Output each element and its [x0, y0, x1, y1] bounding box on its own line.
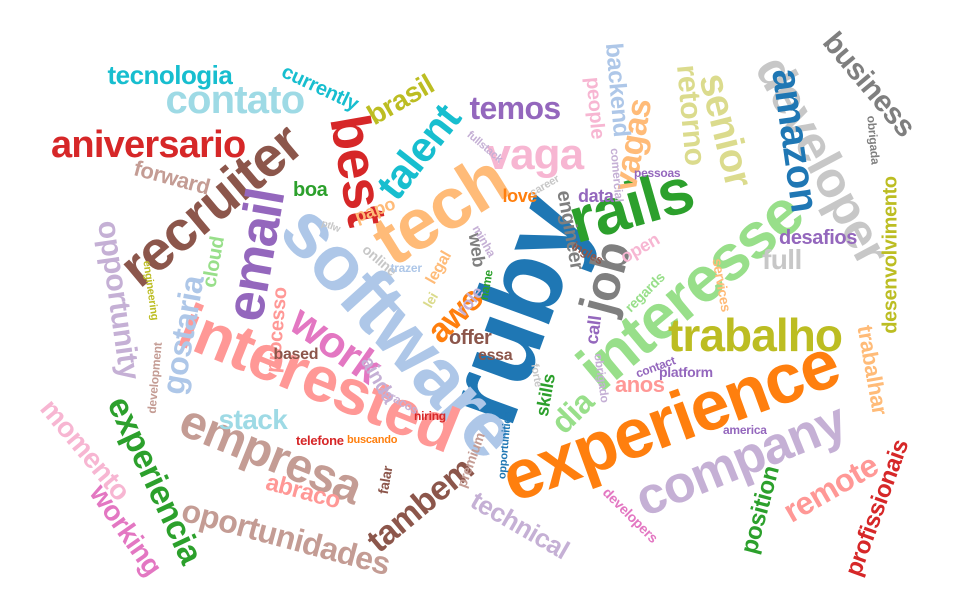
word-data: data — [578, 186, 614, 206]
word-falar: falar — [374, 464, 396, 496]
word-oportunidades: oportunidades — [177, 491, 394, 583]
word-stack: stack — [218, 404, 288, 435]
word-telefone: telefone — [296, 432, 344, 448]
word-desafios: desafios — [779, 227, 857, 249]
word-platform: platform — [659, 364, 713, 380]
word-trabalhar: trabalhar — [852, 323, 893, 417]
word-obrigada: obrigada — [863, 115, 882, 165]
word-essa: essa — [478, 347, 513, 364]
word-offer: offer — [449, 327, 492, 349]
word-based: based — [273, 346, 319, 363]
word-people: people — [581, 76, 609, 140]
word-full: full — [762, 244, 802, 275]
word-pessoas: pessoas — [634, 166, 681, 180]
word-tecnologia: tecnologia — [107, 60, 233, 90]
word-hiring: hiring — [414, 409, 446, 423]
word-retorno: retorno — [669, 63, 712, 167]
word-vaga: vaga — [486, 130, 585, 179]
word-gostaria: gostaria — [154, 273, 211, 397]
word-call: call — [580, 314, 605, 346]
word-desenvolvimento: desenvolvimento — [879, 176, 902, 334]
word-love: love — [502, 186, 538, 206]
word-america: america — [723, 423, 767, 437]
word-anos: anos — [615, 372, 665, 397]
word-boa: boa — [293, 179, 328, 201]
word-trazer: trazer — [390, 261, 422, 275]
word-temos: temos — [469, 90, 562, 126]
word-development: development — [144, 341, 165, 415]
word-aniversario: aniversario — [51, 124, 246, 166]
word-trabalho: trabalho — [668, 309, 843, 361]
word-buscando: buscando — [347, 433, 398, 446]
word-contato: contato — [165, 78, 306, 122]
